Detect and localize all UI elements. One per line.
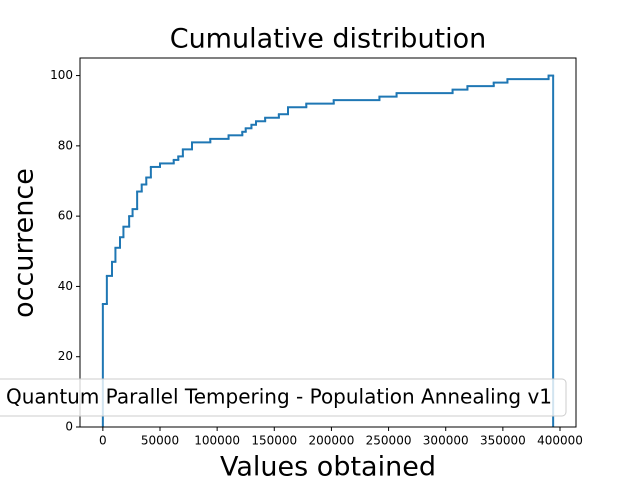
x-tick-label: 400000: [537, 434, 583, 448]
legend-label: Quantum Parallel Tempering - Population …: [6, 385, 552, 409]
x-tick-label: 0: [99, 434, 107, 448]
x-tick-label: 200000: [309, 434, 355, 448]
step-series: [101, 74, 555, 427]
x-axis-label: Values obtained: [220, 452, 436, 480]
plot-frame: [79, 57, 577, 428]
y-tick-label: 40: [58, 279, 73, 293]
legend: Quantum Parallel Tempering - Population …: [0, 378, 567, 417]
chart-title: Cumulative distribution: [170, 24, 487, 55]
x-tick-label: 350000: [480, 434, 526, 448]
y-tick-label: 80: [58, 138, 73, 152]
y-axis-label: occurrence: [9, 168, 40, 318]
x-tick-label: 100000: [194, 434, 240, 448]
y-tick-label: 0: [65, 420, 73, 434]
y-tick-label: 100: [50, 68, 73, 82]
y-tick-label: 60: [58, 209, 73, 223]
legend-box: [0, 378, 567, 417]
y-tick-label: 20: [58, 349, 73, 363]
x-tick-label: 250000: [366, 434, 412, 448]
x-tick-label: 50000: [141, 434, 179, 448]
x-tick-label: 300000: [423, 434, 469, 448]
x-tick-label: 150000: [251, 434, 297, 448]
